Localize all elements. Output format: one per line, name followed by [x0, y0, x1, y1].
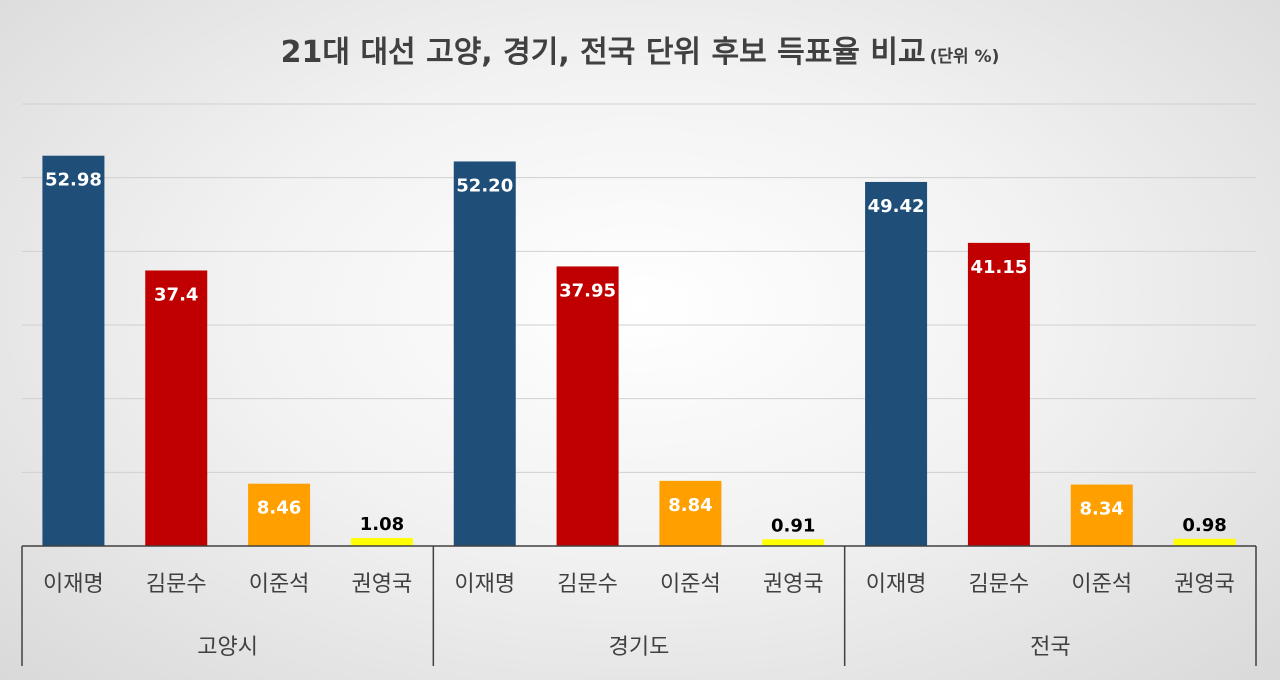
- bar: [42, 155, 105, 547]
- category-label: 이재명: [866, 572, 927, 597]
- data-label: 41.15: [970, 257, 1027, 278]
- bar: [762, 539, 825, 546]
- bar: [967, 242, 1030, 546]
- data-label: 52.20: [456, 175, 513, 196]
- data-label: 0.98: [1182, 515, 1226, 536]
- category-label: 권영국: [1174, 572, 1235, 597]
- group-label: 경기도: [609, 635, 670, 660]
- bar: [1070, 484, 1133, 546]
- category-label: 김문수: [557, 572, 618, 597]
- bar: [865, 181, 928, 546]
- bar: [453, 161, 516, 546]
- data-label: 8.84: [668, 495, 712, 516]
- category-label: 김문수: [146, 572, 207, 597]
- bar: [248, 483, 311, 546]
- category-label: 이재명: [43, 572, 104, 597]
- chart-title: 21대 대선 고양, 경기, 전국 단위 후보 득표율 비교 (단위 %): [281, 35, 1000, 70]
- bars: 52.98 37.4 8.46 1.08 52.20 37.95 8.84 0.91 49.42…: [42, 155, 1236, 547]
- data-label: 37.95: [559, 280, 616, 301]
- chart-title-unit: (단위 %): [930, 47, 1000, 67]
- bar: [556, 266, 619, 546]
- category-label: 김문수: [969, 572, 1030, 597]
- data-label: 1.08: [360, 514, 404, 535]
- chart-title-main: 21대 대선 고양, 경기, 전국 단위 후보 득표율 비교: [281, 35, 926, 70]
- bar: [145, 270, 208, 546]
- data-label: 49.42: [868, 196, 925, 217]
- category-label: 권영국: [763, 572, 824, 597]
- data-label: 8.34: [1080, 499, 1124, 520]
- bar: [1173, 538, 1236, 546]
- data-label: 52.98: [45, 170, 102, 191]
- category-label: 권영국: [352, 572, 413, 597]
- bar: [350, 538, 413, 546]
- data-label: 37.4: [154, 284, 198, 305]
- grid-lines: [22, 103, 1256, 473]
- category-label: 이준석: [1071, 572, 1132, 597]
- group-label: 전국: [1030, 635, 1070, 660]
- group-label: 고양시: [197, 635, 258, 660]
- bar: [659, 480, 722, 546]
- category-label: 이재명: [454, 572, 515, 597]
- data-label: 0.91: [771, 515, 815, 536]
- data-label: 8.46: [257, 498, 301, 519]
- category-label: 이준석: [660, 572, 721, 597]
- category-label: 이준석: [249, 572, 310, 597]
